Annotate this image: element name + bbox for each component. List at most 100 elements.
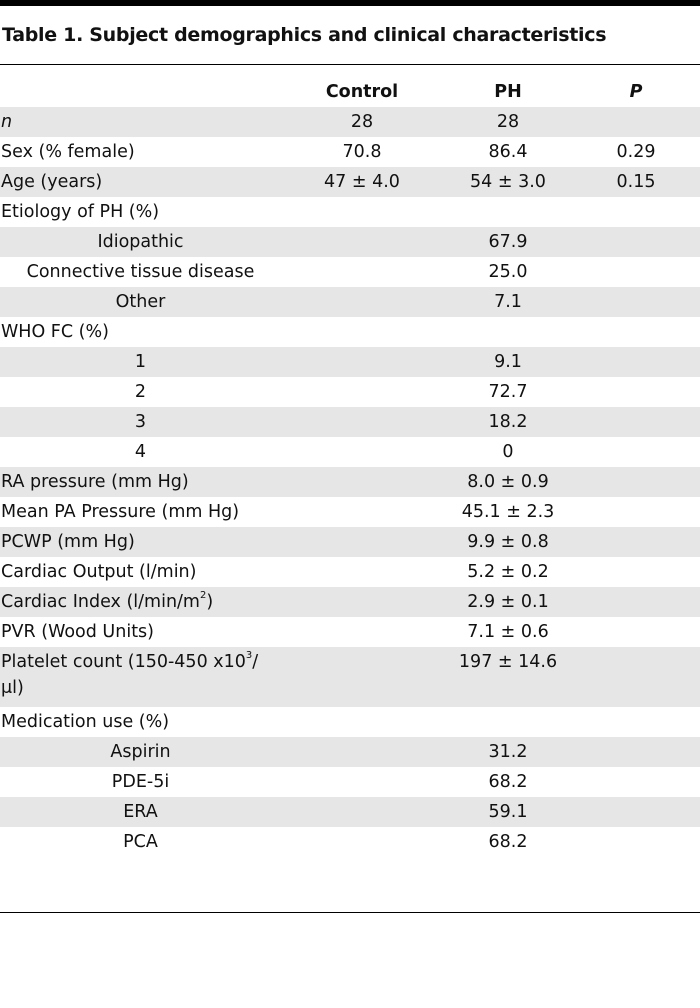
p-value (572, 437, 700, 467)
p-value (572, 347, 700, 377)
demographics-table: Control PH P n 28 28 Sex (% female) 70.8… (0, 77, 700, 857)
table-row: PCWP (mm Hg) 9.9 ± 0.8 (0, 527, 700, 557)
control-value (280, 557, 444, 587)
ph-value: 31.2 (444, 737, 572, 767)
ph-value: 2.9 ± 0.1 (444, 587, 572, 617)
row-label-text: Platelet count (150-450 x10 (1, 652, 246, 672)
ph-value: 28 (444, 107, 572, 137)
control-value (280, 407, 444, 437)
row-label: Connective tissue disease (26, 262, 255, 282)
header-control: Control (325, 82, 399, 102)
table-row: PCA 68.2 (0, 827, 700, 857)
p-value (572, 587, 700, 617)
ph-value: 59.1 (444, 797, 572, 827)
ph-value: 5.2 ± 0.2 (467, 562, 549, 582)
ph-value: 9.1 (444, 347, 572, 377)
table-row: Connective tissue disease 25.0 (0, 257, 700, 287)
header-label (0, 77, 280, 107)
table-row: Sex (% female) 70.8 86.4 0.29 (0, 137, 700, 167)
control-value (280, 797, 444, 827)
table-row: Aspirin 31.2 (0, 737, 700, 767)
ph-value: 72.7 (488, 382, 528, 402)
p-value (572, 647, 700, 707)
table-row: Other 7.1 (0, 287, 700, 317)
ph-value: 197 ± 14.6 (444, 647, 572, 707)
table-row: Etiology of PH (%) (0, 197, 700, 227)
control-value (280, 707, 444, 737)
table-row: PDE-5i 68.2 (0, 767, 700, 797)
control-value (280, 257, 444, 287)
row-label: 4 (134, 442, 147, 462)
p-value (572, 227, 700, 257)
ph-value: 0 (502, 442, 514, 462)
table-row: Idiopathic 67.9 (0, 227, 700, 257)
control-value (280, 227, 444, 257)
row-label: Medication use (%) (1, 712, 170, 732)
control-value (280, 347, 444, 377)
p-value (572, 287, 700, 317)
ph-value: 25.0 (488, 262, 528, 282)
control-value (280, 197, 444, 227)
row-label: Idiopathic (0, 227, 280, 257)
superscript: 2 (199, 590, 207, 602)
p-value (572, 617, 700, 647)
table-row: RA pressure (mm Hg) 8.0 ± 0.9 (0, 467, 700, 497)
control-value (280, 467, 444, 497)
table-row: 4 0 (0, 437, 700, 467)
row-label: Sex (% female) (1, 142, 135, 162)
row-label: 1 (0, 347, 280, 377)
table-row: Age (years) 47 ± 4.0 54 ± 3.0 0.15 (0, 167, 700, 197)
row-label-tail: / μl) (1, 652, 259, 698)
row-label: Mean PA Pressure (mm Hg) (1, 502, 240, 522)
row-label: Other (0, 287, 280, 317)
p-value (572, 707, 700, 737)
p-value (572, 527, 700, 557)
table-row: WHO FC (%) (0, 317, 700, 347)
row-label: Cardiac Index (l/min/m2) (0, 587, 280, 617)
control-value (280, 827, 444, 857)
p-value (572, 257, 700, 287)
row-label: Etiology of PH (%) (1, 202, 160, 222)
table-row: Cardiac Index (l/min/m2) 2.9 ± 0.1 (0, 587, 700, 617)
ph-value: 68.2 (488, 772, 528, 792)
ph-value: 8.0 ± 0.9 (444, 467, 572, 497)
ph-value: 86.4 (488, 142, 528, 162)
control-value (280, 617, 444, 647)
row-label: RA pressure (mm Hg) (0, 467, 280, 497)
row-label: PVR (Wood Units) (1, 622, 155, 642)
header-ph: PH (494, 82, 522, 102)
ph-value (444, 317, 572, 347)
ph-value: 18.2 (444, 407, 572, 437)
table-row: PVR (Wood Units) 7.1 ± 0.6 (0, 617, 700, 647)
ph-value: 9.9 ± 0.8 (444, 527, 572, 557)
row-label: 2 (134, 382, 147, 402)
p-value (572, 407, 700, 437)
p-value (572, 797, 700, 827)
row-label: Aspirin (0, 737, 280, 767)
row-label: Age (years) (0, 167, 280, 197)
table-title: Table 1. Subject demographics and clinic… (2, 24, 607, 46)
p-value (572, 377, 700, 407)
row-label: Cardiac Output (l/min) (1, 562, 197, 582)
ph-value (444, 707, 572, 737)
table-row: Mean PA Pressure (mm Hg) 45.1 ± 2.3 (0, 497, 700, 527)
ph-value: 45.1 ± 2.3 (461, 502, 555, 522)
row-label: PCWP (mm Hg) (0, 527, 280, 557)
p-value (572, 467, 700, 497)
row-label: PCA (123, 832, 158, 852)
row-label: n (0, 107, 280, 137)
p-value (572, 197, 700, 227)
row-label-text: Cardiac Index (l/min/m (1, 592, 200, 612)
p-value (572, 827, 700, 857)
control-value: 70.8 (342, 142, 382, 162)
control-value: 28 (280, 107, 444, 137)
ph-value: 7.1 ± 0.6 (467, 622, 549, 642)
row-label: ERA (0, 797, 280, 827)
p-value: 0.15 (572, 167, 700, 197)
control-value (280, 287, 444, 317)
control-value (280, 527, 444, 557)
bottom-rule (0, 912, 700, 913)
p-value (572, 107, 700, 137)
control-value (280, 587, 444, 617)
table-row: 3 18.2 (0, 407, 700, 437)
